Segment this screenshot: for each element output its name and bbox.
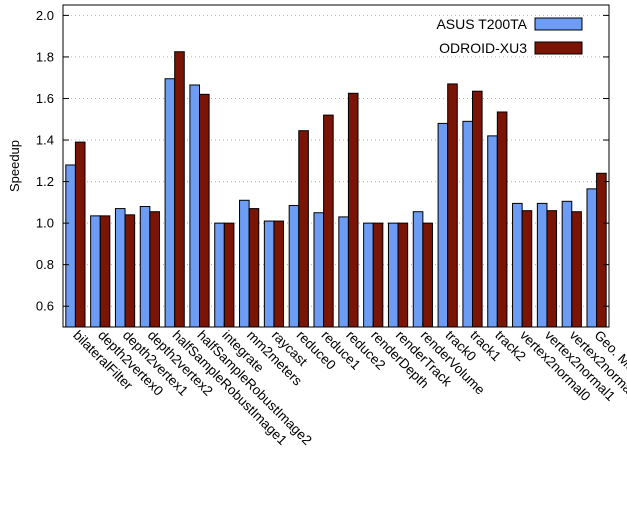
bar-odroid (447, 83, 458, 328)
bar-asus (561, 200, 573, 328)
bar-asus (65, 164, 76, 328)
y-tick-label: 2.0 (36, 8, 54, 23)
legend: ASUS T200TA ODROID-XU3 (436, 16, 583, 56)
bar-odroid (521, 210, 533, 328)
bar-asus (338, 216, 349, 328)
bar-asus (412, 211, 424, 328)
bar-asus (114, 208, 126, 328)
bar-asus (512, 202, 523, 328)
bar-odroid (174, 51, 185, 328)
bar-asus (487, 135, 498, 328)
bar-odroid (149, 211, 160, 328)
bar-odroid (273, 220, 285, 328)
y-axis-label: Speedup (7, 140, 22, 192)
legend-label-odroid: ODROID-XU3 (439, 40, 527, 56)
y-tick-label: 1.4 (36, 133, 54, 148)
y-tick-label: 1.0 (36, 216, 54, 231)
bars (65, 51, 607, 328)
bar-odroid (323, 114, 334, 328)
y-axis: 0.6 0.8 1.0 1.2 1.4 1.6 1.8 2.0 (36, 8, 609, 314)
bar-odroid (223, 222, 235, 328)
legend-swatch-odroid (534, 41, 583, 55)
bar-odroid (496, 111, 508, 328)
bar-odroid (248, 208, 260, 328)
bar-asus (214, 222, 225, 328)
bar-odroid (124, 214, 136, 328)
bar-odroid (74, 141, 86, 328)
bar-asus (536, 202, 548, 328)
y-tick-label: 1.6 (36, 91, 54, 106)
bar-odroid (472, 90, 483, 328)
bar-odroid (298, 130, 309, 328)
gridlines (63, 14, 609, 307)
bar-asus (90, 215, 101, 328)
legend-swatch-asus (534, 17, 583, 31)
bar-odroid (546, 210, 558, 328)
x-axis: bilateralFilterdepth2vertex0depth2vertex… (70, 322, 627, 448)
bar-odroid (347, 92, 359, 328)
bar-asus (462, 120, 473, 328)
bar-odroid (99, 215, 111, 328)
legend-label-asus: ASUS T200TA (436, 16, 527, 32)
bar-odroid (571, 211, 582, 328)
bar-odroid (199, 93, 210, 328)
bar-odroid (422, 222, 433, 328)
bar-asus (139, 206, 151, 328)
bar-asus (288, 204, 300, 328)
bar-asus (239, 199, 250, 328)
bar-asus (363, 222, 374, 328)
bar-asus (164, 78, 176, 328)
bar-asus (263, 220, 275, 328)
bar-asus (313, 212, 325, 328)
bar-asus (189, 84, 200, 328)
y-tick-label: 1.8 (36, 49, 54, 64)
y-tick-label: 0.8 (36, 257, 54, 272)
bar-odroid (372, 222, 384, 328)
bar-asus (387, 222, 399, 328)
bar-asus (437, 122, 449, 328)
bar-odroid (596, 172, 607, 328)
plot-frame (62, 4, 610, 328)
y-tick-label: 1.2 (36, 174, 54, 189)
y-tick-label: 0.6 (36, 299, 54, 314)
bar-asus (586, 188, 598, 328)
bar-odroid (397, 222, 409, 328)
